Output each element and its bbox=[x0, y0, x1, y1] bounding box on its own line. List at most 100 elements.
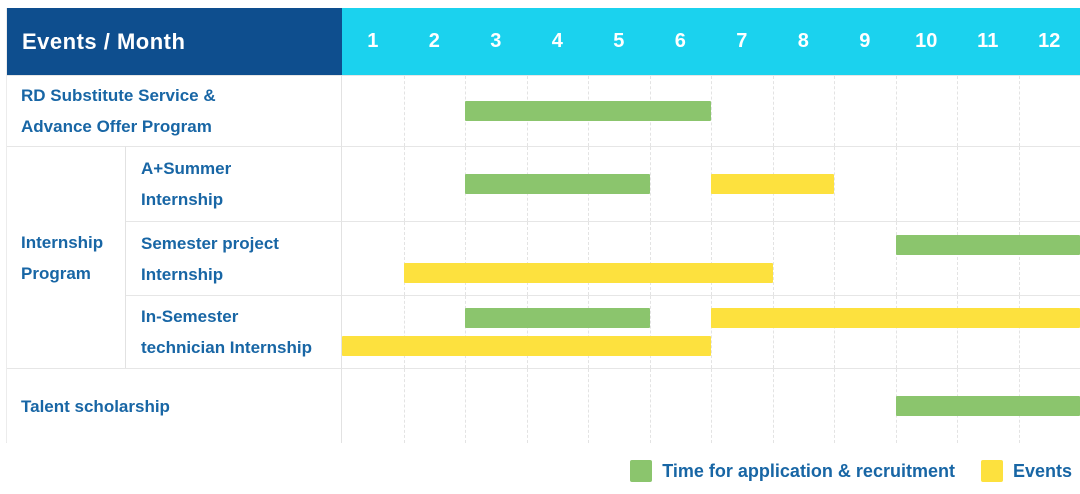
month-gridline bbox=[711, 369, 712, 443]
label-line: A+Summer bbox=[141, 159, 232, 178]
legend-label: Events bbox=[1012, 460, 1072, 481]
event-bar bbox=[711, 308, 1080, 328]
row-timeline bbox=[342, 146, 1080, 221]
legend-item: Events bbox=[980, 460, 1072, 482]
month-gridline bbox=[834, 222, 835, 295]
month-gridline bbox=[403, 369, 405, 443]
row-label: Semester project Internship bbox=[126, 221, 342, 295]
month-gridline bbox=[588, 296, 589, 368]
month-gridline bbox=[403, 296, 405, 368]
bar-line bbox=[342, 396, 1080, 416]
label-line: Semester project bbox=[141, 233, 279, 253]
month-gridline bbox=[834, 147, 835, 221]
month-gridline bbox=[772, 76, 774, 146]
month-gridline bbox=[526, 296, 528, 368]
label-line: RD Substitute Service & bbox=[21, 86, 216, 105]
month-gridline bbox=[588, 369, 589, 443]
legend-label: Time for application & recruitment bbox=[662, 460, 955, 481]
month-label: 10 bbox=[915, 30, 938, 52]
application-bar bbox=[895, 234, 1080, 255]
event-bar bbox=[342, 336, 711, 356]
bar-line bbox=[342, 234, 1080, 255]
bar-line bbox=[342, 101, 1080, 121]
application-bar bbox=[895, 396, 1080, 416]
legend-item: Time for application & recruitment bbox=[630, 460, 955, 482]
month-gridline bbox=[895, 147, 897, 221]
month-gridline bbox=[957, 296, 958, 368]
month-gridline bbox=[403, 147, 405, 221]
label-line: technician Internship bbox=[141, 338, 312, 357]
application-bar bbox=[465, 174, 650, 194]
legend: Time for application & recruitment Events bbox=[6, 460, 1080, 482]
month-gridline bbox=[772, 296, 774, 368]
row-label: A+Summer Internship bbox=[126, 146, 342, 221]
month-gridline bbox=[895, 222, 897, 295]
row-timeline bbox=[342, 221, 1080, 295]
month-gridline bbox=[649, 296, 651, 368]
month-label: 1 bbox=[367, 30, 379, 52]
month-gridline bbox=[649, 147, 651, 221]
month-gridline bbox=[1018, 147, 1020, 221]
month-gridline bbox=[711, 76, 712, 146]
label-line: Internship bbox=[141, 264, 224, 284]
month-gridline bbox=[957, 76, 958, 146]
row-timeline bbox=[342, 368, 1080, 443]
month-gridline bbox=[1018, 296, 1020, 368]
month-label: 7 bbox=[736, 30, 748, 52]
month-gridline bbox=[1018, 76, 1020, 146]
month-gridline bbox=[465, 369, 466, 443]
gantt-table: Events / Month 1 2 3 4 5 6 7 8 9 10 11 12 Internshi… bbox=[6, 8, 1080, 443]
month-gridline bbox=[711, 222, 712, 295]
label-line: Talent scholarship bbox=[21, 396, 170, 416]
month-gridline bbox=[772, 222, 774, 295]
bar-line bbox=[342, 308, 1080, 328]
month-gridline bbox=[895, 296, 897, 368]
month-label: 11 bbox=[977, 30, 999, 52]
month-gridline bbox=[1018, 222, 1020, 295]
month-gridline bbox=[588, 222, 589, 295]
bar-line bbox=[342, 174, 1080, 194]
label-line: Internship bbox=[21, 232, 104, 252]
month-label: 3 bbox=[490, 30, 502, 52]
page: Events / Month 1 2 3 4 5 6 7 8 9 10 11 12 Internshi… bbox=[6, 8, 1080, 482]
label-line: Internship bbox=[141, 190, 224, 209]
row-timeline bbox=[342, 75, 1080, 146]
label-line: Advance Offer Program bbox=[21, 117, 212, 136]
month-gridline bbox=[834, 369, 835, 443]
month-gridline bbox=[465, 296, 466, 368]
month-label: 5 bbox=[613, 30, 625, 52]
row-label: Talent scholarship bbox=[7, 368, 342, 443]
month-label: 8 bbox=[797, 30, 809, 52]
month-gridline bbox=[772, 369, 774, 443]
month-gridline bbox=[834, 296, 835, 368]
event-bar bbox=[403, 262, 773, 283]
month-gridline bbox=[403, 76, 405, 146]
month-label: 2 bbox=[428, 30, 440, 52]
month-label: 12 bbox=[1038, 30, 1061, 52]
label-line: Program bbox=[21, 263, 91, 283]
month-axis: 1 2 3 4 5 6 7 8 9 10 11 12 bbox=[342, 8, 1080, 75]
event-swatch-icon bbox=[980, 460, 1003, 482]
application-bar bbox=[465, 308, 650, 328]
month-gridline bbox=[526, 222, 528, 295]
month-gridline bbox=[465, 222, 466, 295]
month-label: 9 bbox=[859, 30, 871, 52]
application-swatch-icon bbox=[630, 460, 653, 482]
bar-line bbox=[342, 336, 1080, 356]
month-label: 4 bbox=[551, 30, 563, 52]
row-label: RD Substitute Service & Advance Offer Pro… bbox=[7, 75, 342, 146]
month-gridline bbox=[649, 369, 651, 443]
application-bar bbox=[465, 101, 711, 121]
month-gridline bbox=[711, 296, 712, 368]
month-gridline bbox=[834, 76, 835, 146]
label-line: In-Semester bbox=[141, 307, 239, 326]
event-bar bbox=[711, 174, 834, 194]
month-gridline bbox=[957, 147, 958, 221]
group-label-internship-program: Internship Program bbox=[7, 146, 126, 368]
month-gridline bbox=[526, 369, 528, 443]
month-gridline bbox=[649, 222, 651, 295]
events-month-header: Events / Month bbox=[7, 8, 342, 75]
bar-line bbox=[342, 262, 1080, 283]
month-gridline bbox=[957, 222, 958, 295]
row-label: In-Semester technician Internship bbox=[126, 295, 342, 368]
